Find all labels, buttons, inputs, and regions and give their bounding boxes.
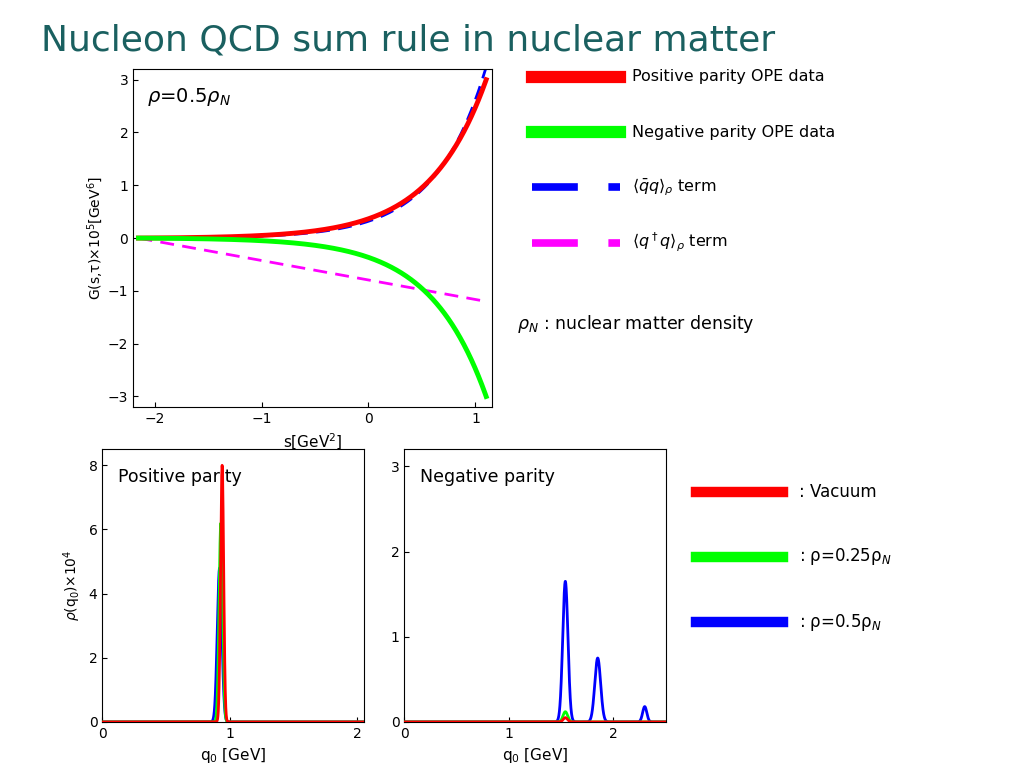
Text: $\langle q^\dagger q \rangle_\rho$ term: $\langle q^\dagger q \rangle_\rho$ term xyxy=(632,231,727,254)
Text: $\rho_N$ : nuclear matter density: $\rho_N$ : nuclear matter density xyxy=(517,313,755,336)
Text: Positive parity OPE data: Positive parity OPE data xyxy=(632,69,824,84)
Text: Negative parity: Negative parity xyxy=(420,468,555,486)
X-axis label: q$_0$ [GeV]: q$_0$ [GeV] xyxy=(502,746,568,766)
Y-axis label: $\rho$(q$_0$)×10$^4$: $\rho$(q$_0$)×10$^4$ xyxy=(61,550,83,621)
X-axis label: q$_0$ [GeV]: q$_0$ [GeV] xyxy=(200,746,266,766)
Text: : Vacuum: : Vacuum xyxy=(799,482,877,501)
Text: : ρ=0.25ρ$_N$: : ρ=0.25ρ$_N$ xyxy=(799,546,891,568)
Text: : ρ=0.5ρ$_N$: : ρ=0.5ρ$_N$ xyxy=(799,611,882,633)
Text: $\rho$=0.5$\rho_N$: $\rho$=0.5$\rho_N$ xyxy=(147,86,231,108)
Text: Positive parity: Positive parity xyxy=(118,468,242,486)
Text: Negative parity OPE data: Negative parity OPE data xyxy=(632,124,835,140)
Text: Nucleon QCD sum rule in nuclear matter: Nucleon QCD sum rule in nuclear matter xyxy=(41,23,775,57)
Y-axis label: G(s,τ)×10$^5$[GeV$^6$]: G(s,τ)×10$^5$[GeV$^6$] xyxy=(85,176,105,300)
Text: $\langle \bar{q}q \rangle_\rho$ term: $\langle \bar{q}q \rangle_\rho$ term xyxy=(632,177,717,198)
X-axis label: s[GeV$^2$]: s[GeV$^2$] xyxy=(283,432,342,452)
